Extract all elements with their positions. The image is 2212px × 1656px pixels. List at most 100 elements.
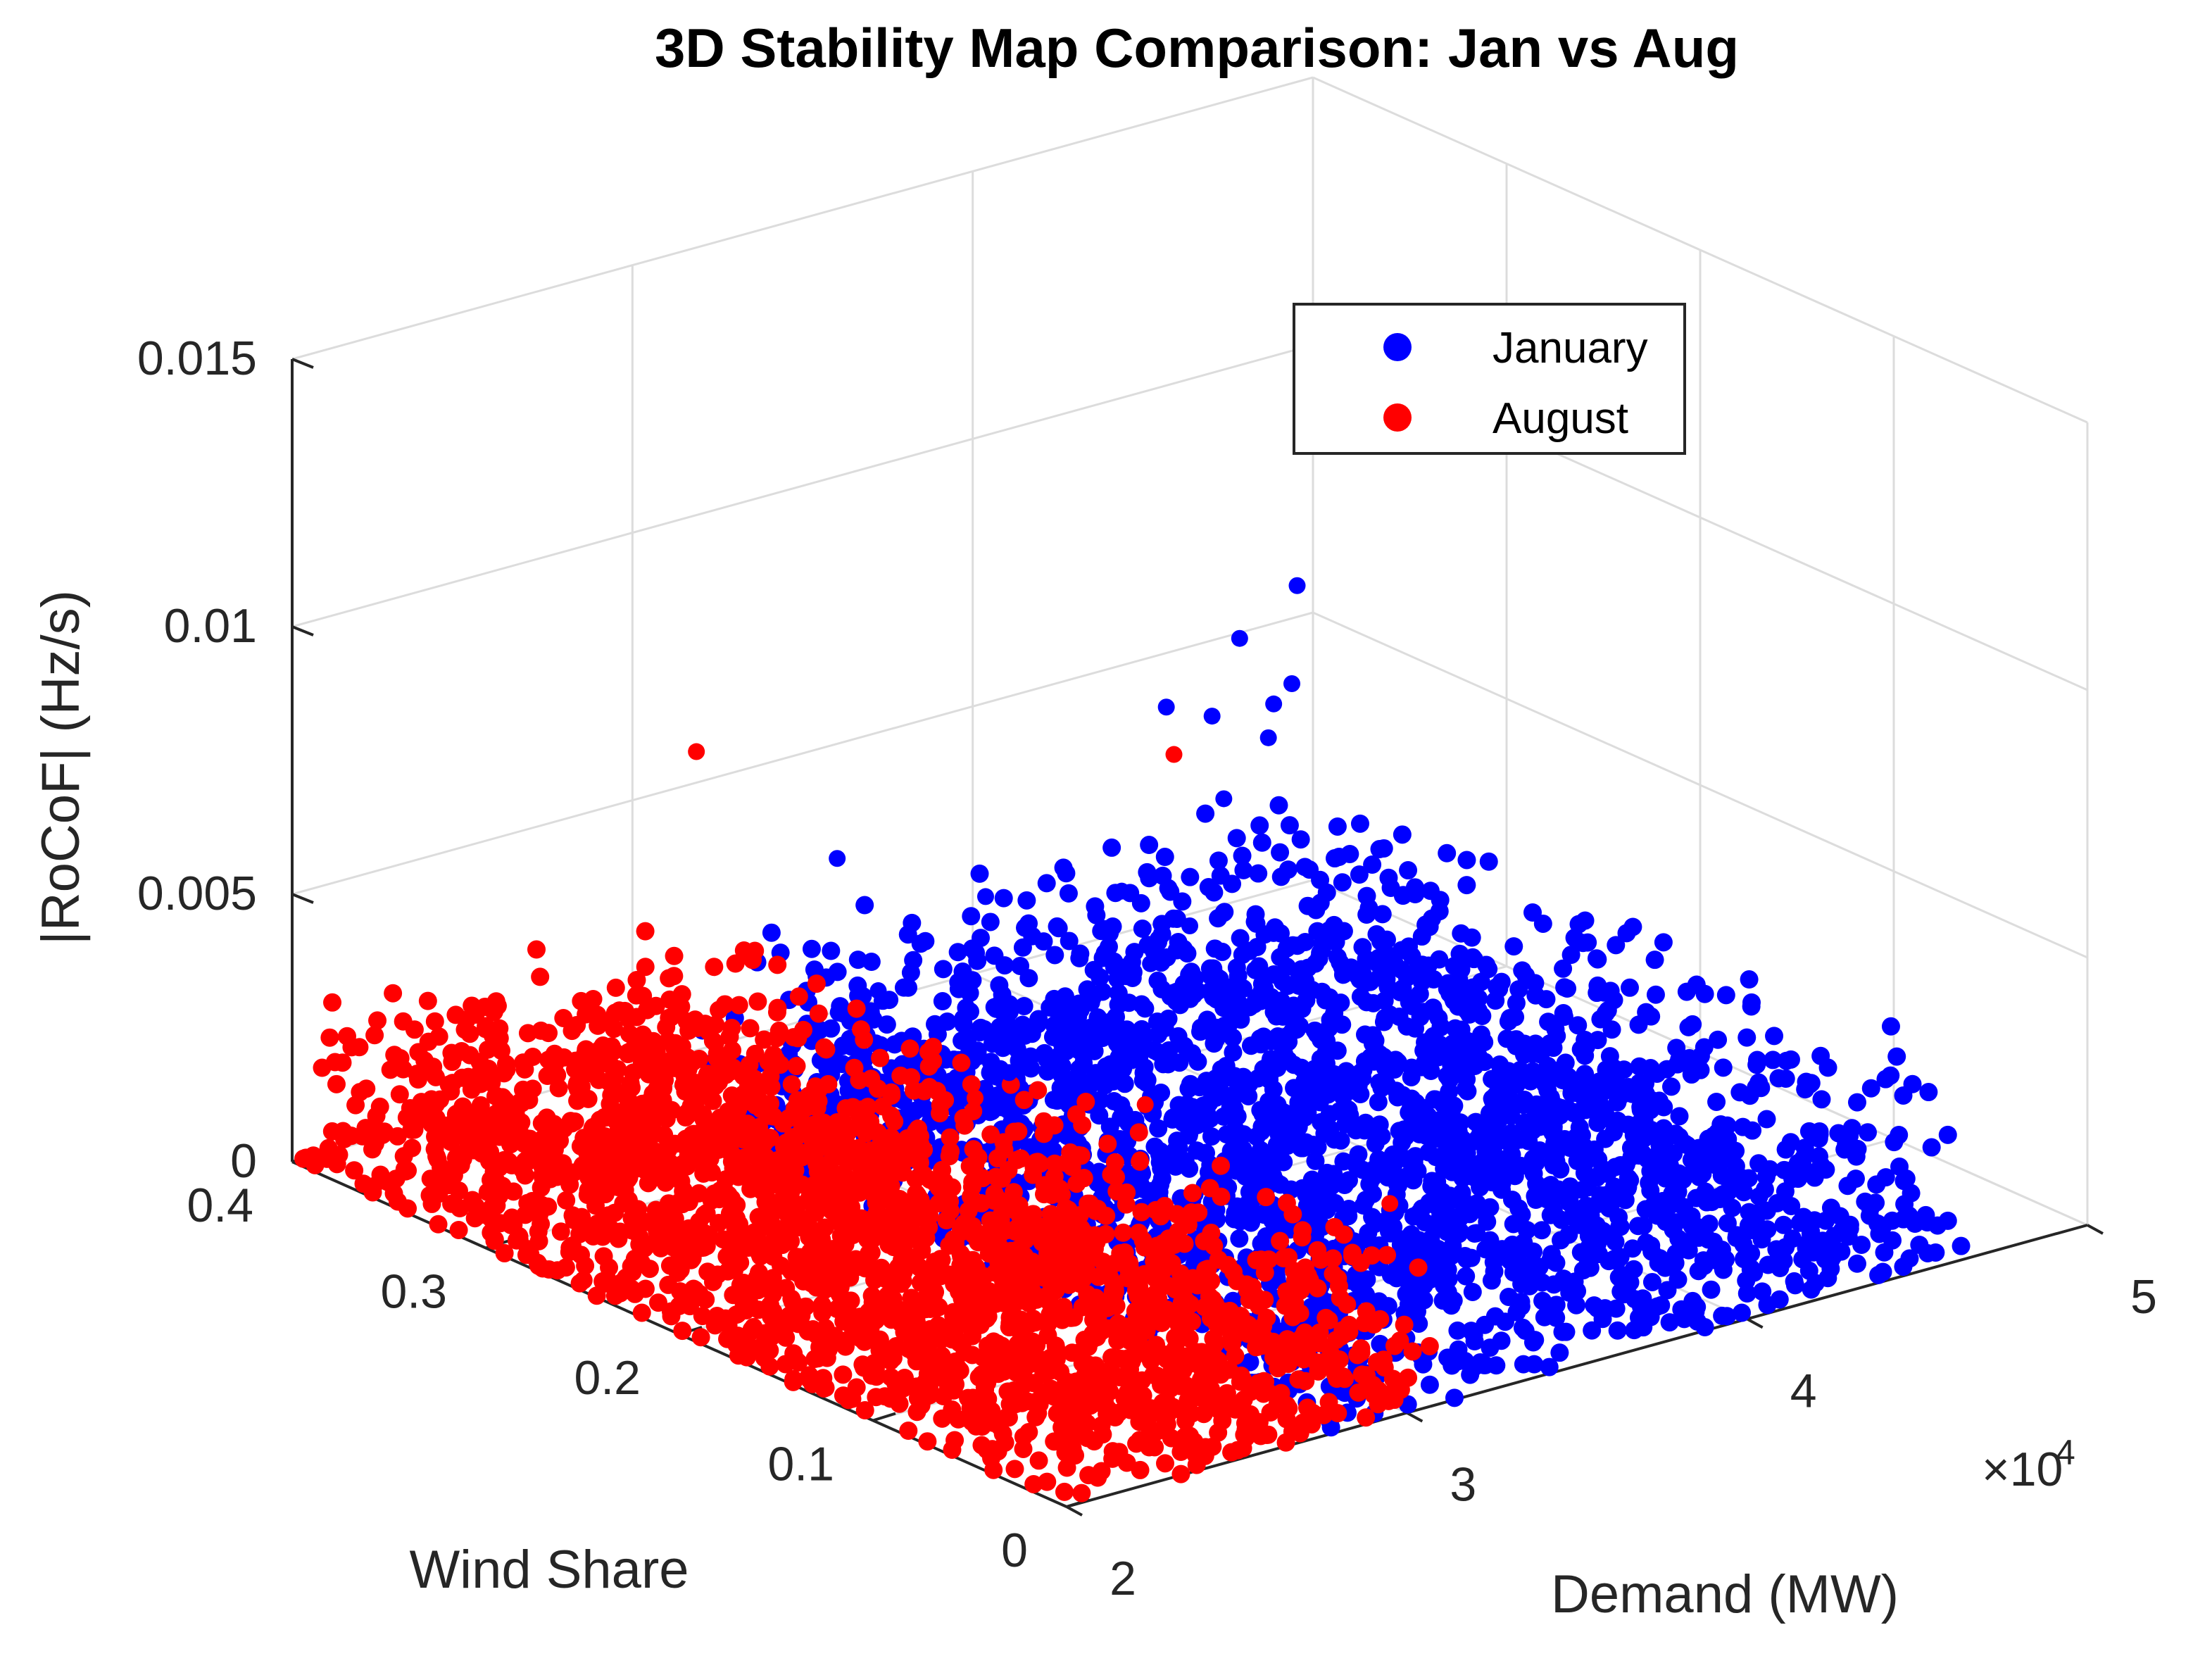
data-point [1338,1295,1357,1314]
data-point [1802,1163,1821,1182]
data-point [1547,1153,1566,1172]
data-point [345,1161,364,1180]
data-point [993,1169,1012,1188]
data-point [722,1086,741,1105]
data-point [1733,1117,1752,1136]
data-point [1133,1231,1152,1250]
data-point [1507,1075,1526,1094]
data-point [1081,993,1100,1012]
data-point [636,958,655,977]
data-point [1257,1188,1276,1207]
data-point [1332,1327,1351,1346]
data-point [985,998,1004,1017]
data-point [538,1067,557,1086]
data-point [734,941,753,960]
data-point [1182,1203,1201,1222]
data-point [1060,932,1079,951]
data-point [1171,1376,1190,1395]
data-point [919,1355,938,1374]
data-point [1782,1196,1801,1215]
data-point [1041,1205,1060,1224]
data-point [672,1155,691,1174]
data-point [1264,923,1283,942]
data-point [325,1053,344,1072]
data-point [1486,991,1505,1010]
data-point [1417,1043,1436,1062]
data-point [943,1441,962,1460]
data-point [1430,1126,1449,1145]
data-point [1045,946,1064,965]
data-point [665,946,684,965]
data-point [1399,1368,1418,1387]
data-point [1333,873,1352,892]
data-point [1379,868,1398,887]
data-point [1605,1250,1624,1269]
data-point [1420,1336,1439,1355]
data-point [1271,1231,1290,1250]
data-point [1552,1186,1571,1205]
data-point [1328,1404,1347,1423]
data-point [1438,1193,1457,1212]
data-point [1074,1045,1093,1064]
data-point [605,1020,624,1039]
data-point [1298,1103,1317,1122]
data-point [1450,944,1469,963]
data-point [699,1022,718,1041]
data-point [1057,1372,1076,1391]
data-point [1666,1253,1685,1272]
data-point [1334,922,1353,941]
data-point [1115,1243,1134,1262]
data-point [781,1231,800,1250]
data-point [1152,1313,1171,1332]
data-point [1699,1230,1718,1249]
data-point [941,1142,960,1161]
data-point [1022,1281,1041,1300]
data-point [1309,1362,1328,1381]
data-point [918,1432,937,1451]
data-point [1162,1429,1181,1448]
data-point [1558,979,1577,998]
data-point [1105,1153,1124,1172]
data-point [971,929,990,948]
data-point [862,953,881,972]
data-point [1079,1355,1098,1374]
data-point [1691,1046,1710,1065]
data-point [1293,977,1312,996]
data-point [1442,982,1461,1001]
data-point [1233,846,1252,865]
data-point [1464,1043,1483,1062]
data-point [602,1086,621,1105]
data-point [724,1286,743,1305]
data-point [1657,1060,1676,1079]
data-point [1131,1460,1150,1479]
data-point [612,1273,631,1292]
data-point [1277,1395,1296,1414]
data-point [867,1388,886,1407]
data-point [1050,1179,1069,1198]
data-point [1623,1239,1642,1258]
data-point [418,991,437,1010]
data-point [1660,1313,1679,1332]
data-point [1616,1155,1635,1174]
data-point [738,1115,757,1134]
data-point [620,1098,639,1117]
data-point [462,1080,481,1099]
data-point [1523,1149,1542,1168]
data-point [674,1181,693,1200]
data-point [1352,1343,1371,1362]
data-point [1376,1385,1395,1404]
data-point [1329,1276,1348,1296]
data-point [1881,1017,1900,1036]
data-point [696,1117,715,1136]
data-point [1718,1116,1737,1135]
data-point [632,1303,651,1322]
data-point [954,1015,973,1034]
data-point [385,1046,404,1065]
data-point [822,1019,841,1038]
data-point [1492,972,1511,991]
data-point [1602,1020,1621,1039]
data-point [1041,1237,1060,1256]
data-point [1193,1359,1212,1378]
data-point [729,1346,748,1365]
data-point [1196,804,1215,823]
